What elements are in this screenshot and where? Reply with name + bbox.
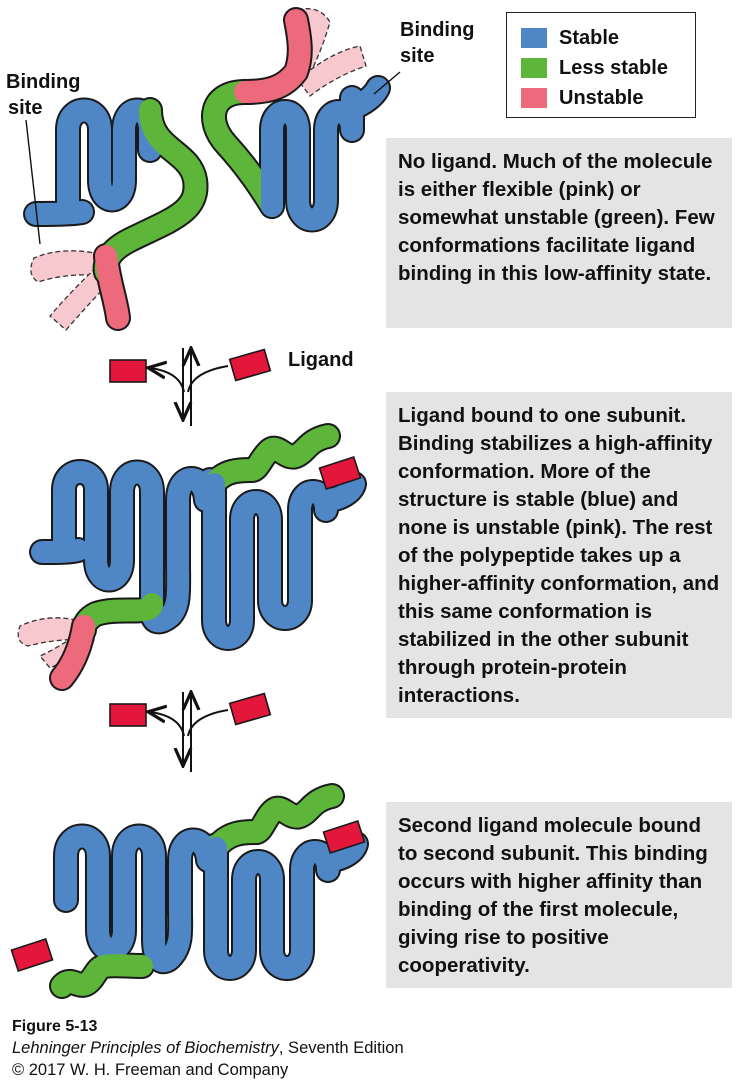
state-2-less-stable-segment-top xyxy=(203,425,339,495)
state-1-unstable-segment-top xyxy=(234,9,311,103)
state-2-molecule xyxy=(17,423,367,691)
ligand-bound-state-3-left xyxy=(10,937,54,973)
description-no-ligand: No ligand. Much of the molecule is eithe… xyxy=(386,138,732,328)
state-3-less-stable-segment-top xyxy=(205,785,343,859)
binding-site-label-left-line2: site xyxy=(8,97,42,119)
stability-legend: Stable Less stable Unstable xyxy=(506,12,696,118)
state-1-stable-segment-right xyxy=(261,77,389,231)
binding-site-label-right-line2: site xyxy=(400,45,434,67)
legend-item-unstable: Unstable xyxy=(521,83,695,113)
flexible-ghost-bottom-1 xyxy=(30,250,105,283)
state-1-molecule xyxy=(23,7,401,331)
book-citation: Lehninger Principles of Biochemistry, Se… xyxy=(12,1037,404,1059)
legend-label-unstable: Unstable xyxy=(559,86,644,109)
book-title: Lehninger Principles of Biochemistry xyxy=(12,1039,279,1057)
ligand-bound-state-2 xyxy=(318,455,362,491)
legend-label-stable: Stable xyxy=(559,26,620,49)
legend-swatch-stable xyxy=(521,28,547,48)
ligand-in-curve-1 xyxy=(187,365,229,393)
binding-site-label-right-line1: Binding xyxy=(400,19,474,41)
ligand-free-right-1 xyxy=(228,348,272,382)
ligand-free-left-2 xyxy=(109,703,147,727)
ligand-label: Ligand xyxy=(288,349,354,371)
state-2-stable-segment-right xyxy=(203,473,365,649)
description-one-ligand-bound: Ligand bound to one subunit. Binding sta… xyxy=(386,392,732,718)
state-3-molecule xyxy=(10,783,369,999)
state-2-unstable-segment-bottom xyxy=(51,615,95,689)
ligand-in-curve-2 xyxy=(187,709,229,737)
binding-site-label-left-line1: Binding xyxy=(6,71,80,93)
ligand-bound-state-3-right xyxy=(322,819,366,855)
ligand-out-curve-1 xyxy=(150,368,185,393)
state-1-stable-segment-left xyxy=(25,99,161,225)
legend-item-stable: Stable xyxy=(521,23,695,53)
legend-item-less-stable: Less stable xyxy=(521,53,695,83)
legend-label-less-stable: Less stable xyxy=(559,56,668,79)
legend-swatch-less-stable xyxy=(521,58,547,78)
ligand-out-curve-2 xyxy=(150,712,185,737)
figure-label: Figure 5-13 xyxy=(12,1018,98,1035)
ligand-free-left-1 xyxy=(109,359,147,383)
ligand-free-right-2 xyxy=(228,692,272,726)
state-2-stable-segment-left xyxy=(31,461,221,633)
book-edition: , Seventh Edition xyxy=(278,1039,404,1057)
binding-site-pointer-right xyxy=(373,71,401,95)
legend-swatch-unstable xyxy=(521,88,547,108)
equilibrium-arrows-2 xyxy=(109,692,272,772)
description-second-ligand-bound: Second ligand molecule bound to second s… xyxy=(386,802,732,988)
copyright-line: © 2017 W. H. Freeman and Company xyxy=(12,1061,289,1079)
state-3-stable-segment-left xyxy=(55,825,225,973)
flexible-ghost-top-2 xyxy=(297,45,367,97)
equilibrium-arrows-1 xyxy=(109,348,272,426)
binding-site-pointer-left xyxy=(25,119,41,245)
state-3-stable-segment-right xyxy=(205,833,367,979)
state-1-unstable-segment-bottom xyxy=(95,245,129,329)
state-3-less-stable-segment-bottom xyxy=(51,954,153,997)
